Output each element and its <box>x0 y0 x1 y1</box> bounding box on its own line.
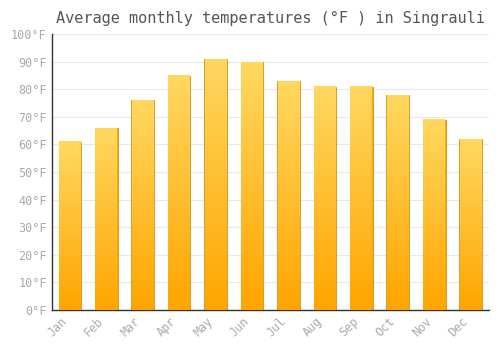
Bar <box>314 86 336 310</box>
Bar <box>277 81 300 310</box>
Bar <box>58 142 81 310</box>
Bar <box>168 76 190 310</box>
Bar <box>423 120 446 310</box>
Title: Average monthly temperatures (°F ) in Singrauli: Average monthly temperatures (°F ) in Si… <box>56 11 484 26</box>
Bar <box>204 59 227 310</box>
Bar <box>350 86 372 310</box>
Bar <box>386 95 409 310</box>
Bar <box>240 62 264 310</box>
Bar <box>460 139 482 310</box>
Bar <box>132 100 154 310</box>
Bar <box>95 128 118 310</box>
